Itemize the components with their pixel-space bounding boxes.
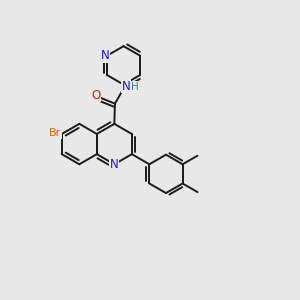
Text: N: N: [122, 80, 130, 92]
Text: N: N: [110, 158, 119, 171]
Text: Br: Br: [49, 128, 62, 138]
Text: N: N: [101, 49, 110, 62]
Text: H: H: [131, 82, 139, 92]
Text: O: O: [91, 89, 100, 102]
